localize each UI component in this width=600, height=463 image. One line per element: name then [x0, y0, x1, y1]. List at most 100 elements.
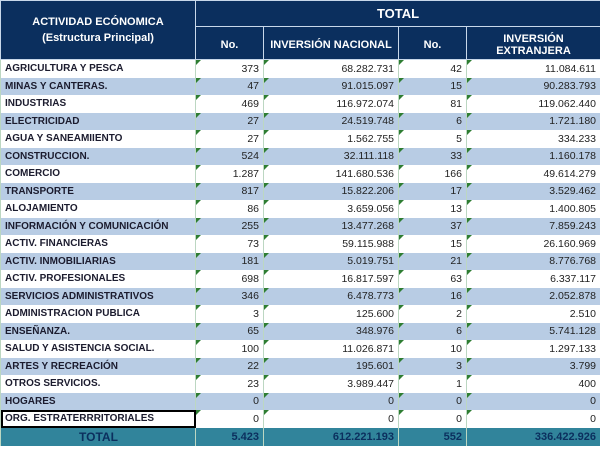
inversion-nacional-cell[interactable]: 0 [263, 392, 399, 410]
inversion-extranjera-cell[interactable]: 119.062.440 [466, 95, 600, 113]
inversion-nacional-cell[interactable]: 13.477.268 [263, 217, 399, 235]
total-no-extranjera-cell[interactable]: 552 [398, 427, 467, 446]
inversion-extranjera-cell[interactable]: 2.052.878 [466, 287, 600, 305]
no-nacional-cell[interactable]: 255 [195, 217, 264, 235]
inversion-nacional-cell[interactable]: 32.111.118 [263, 147, 399, 165]
inversion-nacional-cell[interactable]: 141.680.536 [263, 165, 399, 183]
no-extranjera-cell[interactable]: 63 [398, 270, 467, 288]
col-header-no-nacional[interactable]: No. [195, 26, 264, 60]
total-group-header[interactable]: TOTAL [195, 0, 600, 27]
no-nacional-cell[interactable]: 73 [195, 235, 264, 253]
col-header-inversion-nacional[interactable]: INVERSIÓN NACIONAL [263, 26, 399, 60]
no-nacional-cell[interactable]: 373 [195, 59, 264, 78]
inversion-nacional-cell[interactable]: 348.976 [263, 322, 399, 340]
activity-cell[interactable]: ENSEÑANZA. [0, 322, 196, 340]
no-extranjera-cell[interactable]: 81 [398, 95, 467, 113]
total-inversion-nacional-cell[interactable]: 612.221.193 [263, 427, 399, 446]
no-nacional-cell[interactable]: 524 [195, 147, 264, 165]
inversion-extranjera-cell[interactable]: 8.776.768 [466, 252, 600, 270]
inversion-nacional-cell[interactable]: 91.015.097 [263, 77, 399, 95]
no-extranjera-cell[interactable]: 21 [398, 252, 467, 270]
inversion-extranjera-cell[interactable]: 7.859.243 [466, 217, 600, 235]
inversion-nacional-cell[interactable]: 16.817.597 [263, 270, 399, 288]
activity-cell[interactable]: TRANSPORTE [0, 182, 196, 200]
no-extranjera-cell[interactable]: 6 [398, 112, 467, 130]
no-extranjera-cell[interactable]: 166 [398, 165, 467, 183]
inversion-extranjera-cell[interactable]: 2.510 [466, 305, 600, 323]
inversion-extranjera-cell[interactable]: 3.529.462 [466, 182, 600, 200]
no-nacional-cell[interactable]: 817 [195, 182, 264, 200]
inversion-extranjera-cell[interactable]: 0 [466, 410, 600, 428]
activity-cell[interactable]: HOGARES [0, 392, 196, 410]
inversion-nacional-cell[interactable]: 195.601 [263, 357, 399, 375]
inversion-extranjera-cell[interactable]: 400 [466, 375, 600, 393]
no-extranjera-cell[interactable]: 37 [398, 217, 467, 235]
inversion-extranjera-cell[interactable]: 3.799 [466, 357, 600, 375]
inversion-nacional-cell[interactable]: 15.822.206 [263, 182, 399, 200]
inversion-nacional-cell[interactable]: 116.972.074 [263, 95, 399, 113]
inversion-nacional-cell[interactable]: 68.282.731 [263, 59, 399, 78]
activity-cell[interactable]: ALOJAMIENTO [0, 200, 196, 218]
activity-cell[interactable]: OTROS SERVICIOS. [0, 375, 196, 393]
no-nacional-cell[interactable]: 3 [195, 305, 264, 323]
no-nacional-cell[interactable]: 0 [195, 392, 264, 410]
inversion-nacional-cell[interactable]: 59.115.988 [263, 235, 399, 253]
activity-cell[interactable]: AGRICULTURA Y PESCA [0, 59, 196, 78]
no-extranjera-cell[interactable]: 3 [398, 357, 467, 375]
activity-cell[interactable]: CONSTRUCCION. [0, 147, 196, 165]
activity-cell[interactable]: INDUSTRIAS [0, 95, 196, 113]
no-extranjera-cell[interactable]: 16 [398, 287, 467, 305]
no-nacional-cell[interactable]: 346 [195, 287, 264, 305]
activity-cell[interactable]: COMERCIO [0, 165, 196, 183]
inversion-extranjera-cell[interactable]: 1.400.805 [466, 200, 600, 218]
no-extranjera-cell[interactable]: 5 [398, 130, 467, 148]
no-nacional-cell[interactable]: 65 [195, 322, 264, 340]
inversion-nacional-cell[interactable]: 24.519.748 [263, 112, 399, 130]
inversion-extranjera-cell[interactable]: 26.160.969 [466, 235, 600, 253]
activity-cell[interactable]: ACTIV. PROFESIONALES [0, 270, 196, 288]
no-nacional-cell[interactable]: 698 [195, 270, 264, 288]
no-extranjera-cell[interactable]: 0 [398, 410, 467, 428]
inversion-extranjera-cell[interactable]: 11.084.611 [466, 59, 600, 78]
inversion-extranjera-cell[interactable]: 49.614.279 [466, 165, 600, 183]
inversion-nacional-cell[interactable]: 3.989.447 [263, 375, 399, 393]
no-extranjera-cell[interactable]: 10 [398, 340, 467, 358]
activity-cell[interactable]: ADMINISTRACION PUBLICA [0, 305, 196, 323]
no-extranjera-cell[interactable]: 42 [398, 59, 467, 78]
no-nacional-cell[interactable]: 469 [195, 95, 264, 113]
no-extranjera-cell[interactable]: 15 [398, 235, 467, 253]
no-extranjera-cell[interactable]: 13 [398, 200, 467, 218]
inversion-nacional-cell[interactable]: 3.659.056 [263, 200, 399, 218]
no-nacional-cell[interactable]: 100 [195, 340, 264, 358]
total-no-nacional-cell[interactable]: 5.423 [195, 427, 264, 446]
no-extranjera-cell[interactable]: 33 [398, 147, 467, 165]
no-nacional-cell[interactable]: 181 [195, 252, 264, 270]
total-label[interactable]: TOTAL [0, 427, 196, 446]
inversion-nacional-cell[interactable]: 125.600 [263, 305, 399, 323]
no-extranjera-cell[interactable]: 6 [398, 322, 467, 340]
activity-cell[interactable]: ACTIV. FINANCIERAS [0, 235, 196, 253]
inversion-nacional-cell[interactable]: 0 [263, 410, 399, 428]
inversion-extranjera-cell[interactable]: 334.233 [466, 130, 600, 148]
activity-cell[interactable]: ARTES Y RECREACIÓN [0, 357, 196, 375]
inversion-extranjera-cell[interactable]: 6.337.117 [466, 270, 600, 288]
inversion-nacional-cell[interactable]: 6.478.773 [263, 287, 399, 305]
inversion-extranjera-cell[interactable]: 5.741.128 [466, 322, 600, 340]
no-nacional-cell[interactable]: 27 [195, 130, 264, 148]
activity-cell[interactable]: ACTIV. INMOBILIARIAS [0, 252, 196, 270]
no-nacional-cell[interactable]: 1.287 [195, 165, 264, 183]
inversion-extranjera-cell[interactable]: 90.283.793 [466, 77, 600, 95]
no-extranjera-cell[interactable]: 15 [398, 77, 467, 95]
activity-cell[interactable]: ORG. ESTRATERRRITORIALES [0, 410, 196, 428]
total-inversion-extranjera-cell[interactable]: 336.422.926 [466, 427, 600, 446]
no-nacional-cell[interactable]: 22 [195, 357, 264, 375]
no-nacional-cell[interactable]: 86 [195, 200, 264, 218]
activity-cell[interactable]: ELECTRICIDAD [0, 112, 196, 130]
inversion-nacional-cell[interactable]: 5.019.751 [263, 252, 399, 270]
no-extranjera-cell[interactable]: 0 [398, 392, 467, 410]
no-nacional-cell[interactable]: 47 [195, 77, 264, 95]
activity-cell[interactable]: AGUA Y SANEAMIIENTO [0, 130, 196, 148]
activity-cell[interactable]: SALUD Y ASISTENCIA SOCIAL. [0, 340, 196, 358]
no-nacional-cell[interactable]: 23 [195, 375, 264, 393]
no-nacional-cell[interactable]: 0 [195, 410, 264, 428]
